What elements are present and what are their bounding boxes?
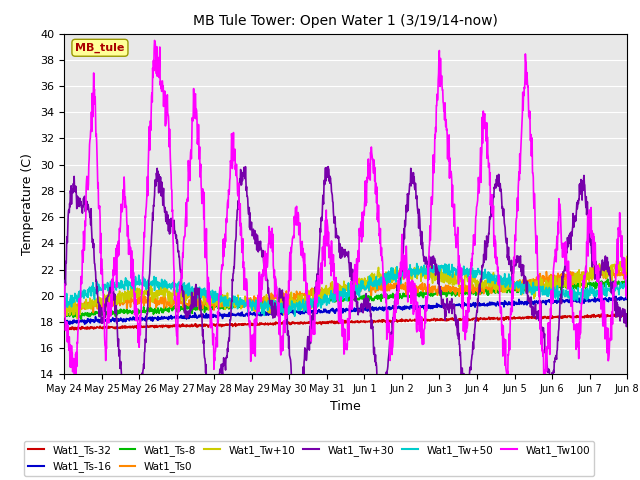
Title: MB Tule Tower: Open Water 1 (3/19/14-now): MB Tule Tower: Open Water 1 (3/19/14-now…: [193, 14, 498, 28]
Legend: Wat1_Ts-32, Wat1_Ts-16, Wat1_Ts-8, Wat1_Ts0, Wat1_Tw+10, Wat1_Tw+30, Wat1_Tw+50,: Wat1_Ts-32, Wat1_Ts-16, Wat1_Ts-8, Wat1_…: [24, 441, 594, 476]
Text: MB_tule: MB_tule: [76, 43, 125, 53]
X-axis label: Time: Time: [330, 400, 361, 413]
Y-axis label: Temperature (C): Temperature (C): [22, 153, 35, 255]
